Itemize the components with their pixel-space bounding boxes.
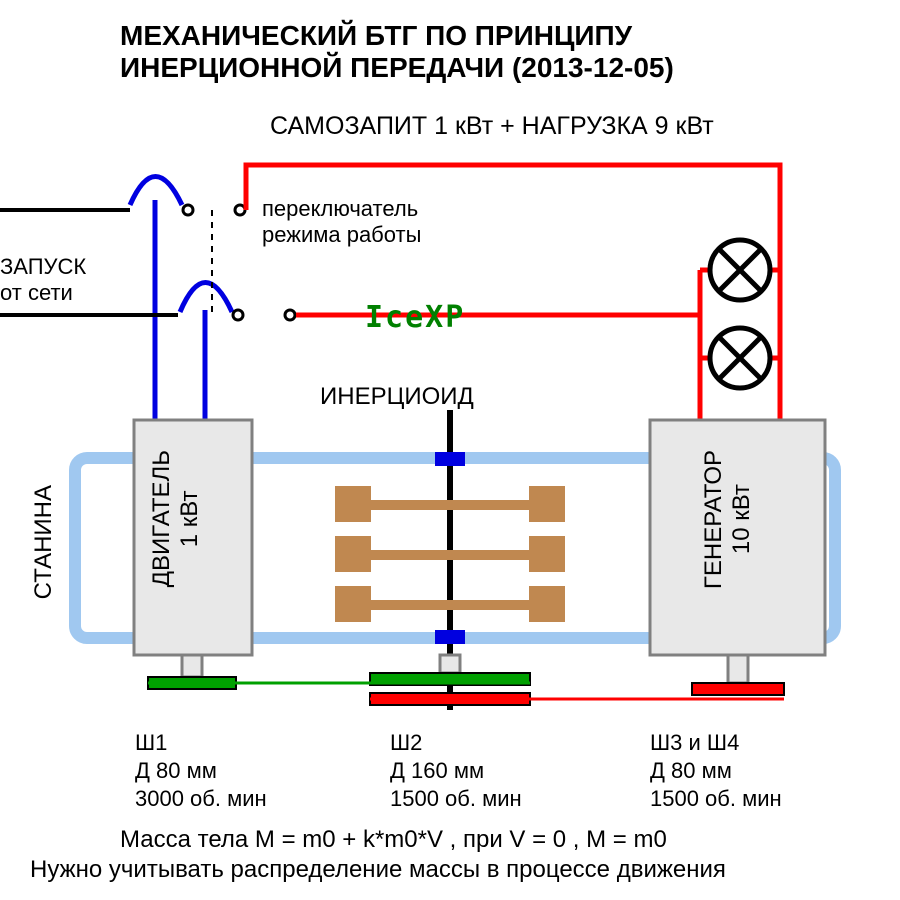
- title-line-1: МЕХАНИЧЕСКИЙ БТГ ПО ПРИНЦИПУ: [120, 20, 632, 52]
- sh3-dia: Д 80 мм: [650, 758, 732, 784]
- sh3-rpm: 1500 об. мин: [650, 786, 782, 812]
- wire-red-mid: [296, 315, 700, 432]
- sh3-label: Ш3 и Ш4: [650, 730, 739, 756]
- inertioid-label: ИНЕРЦИОИД: [320, 383, 474, 411]
- generator-label-line2: 10 кВт: [728, 485, 755, 555]
- generator-pulley: [692, 683, 784, 695]
- switch-label-2: режима работы: [262, 222, 421, 248]
- formula-line-1: Масса тела M = m0 + k*m0*V , при V = 0 ,…: [120, 826, 667, 854]
- sh1-label: Ш1: [135, 730, 167, 756]
- start-label-1: ЗАПУСК: [0, 254, 86, 280]
- wire-blue-top-arc-2: [180, 283, 232, 313]
- bearing-bottom: [435, 630, 465, 644]
- generator-label-line1: ГЕНЕРАТОР: [700, 450, 727, 589]
- sh2-rpm: 1500 об. мин: [390, 786, 522, 812]
- contact-2b: [285, 310, 295, 320]
- motor-label-line2: 1 кВт: [176, 490, 203, 547]
- sh1-rpm: 3000 об. мин: [135, 786, 267, 812]
- switch-label-1: переключатель: [262, 196, 418, 222]
- inertioid-shaft-stub: [440, 655, 460, 673]
- generator-shaft-stub: [728, 655, 748, 683]
- start-label-2: от сети: [0, 280, 73, 306]
- motor-shaft-stub: [182, 655, 202, 677]
- generator-label: ГЕНЕРАТОР 10 кВт: [700, 450, 756, 589]
- sh2-label: Ш2: [390, 730, 422, 756]
- watermark: IceXP: [365, 300, 465, 335]
- sh1-dia: Д 80 мм: [135, 758, 217, 784]
- load-lamp-2: [710, 328, 770, 388]
- contact-2a: [233, 310, 243, 320]
- sh2-dia: Д 160 мм: [390, 758, 484, 784]
- load-lamp-1: [710, 240, 770, 300]
- contact-1a: [183, 205, 193, 215]
- stanina-label: СТАНИНА: [30, 485, 58, 599]
- motor-label-line1: ДВИГАТЕЛЬ: [148, 450, 175, 587]
- top-output-label: САМОЗАПИТ 1 кВт + НАГРУЗКА 9 кВт: [270, 112, 714, 141]
- formula-line-2: Нужно учитывать распределение массы в пр…: [30, 856, 726, 884]
- title-line-2: ИНЕРЦИОННОЙ ПЕРЕДАЧИ (2013-12-05): [120, 52, 674, 84]
- motor-label: ДВИГАТЕЛЬ 1 кВт: [148, 450, 204, 587]
- bearing-top: [435, 452, 465, 466]
